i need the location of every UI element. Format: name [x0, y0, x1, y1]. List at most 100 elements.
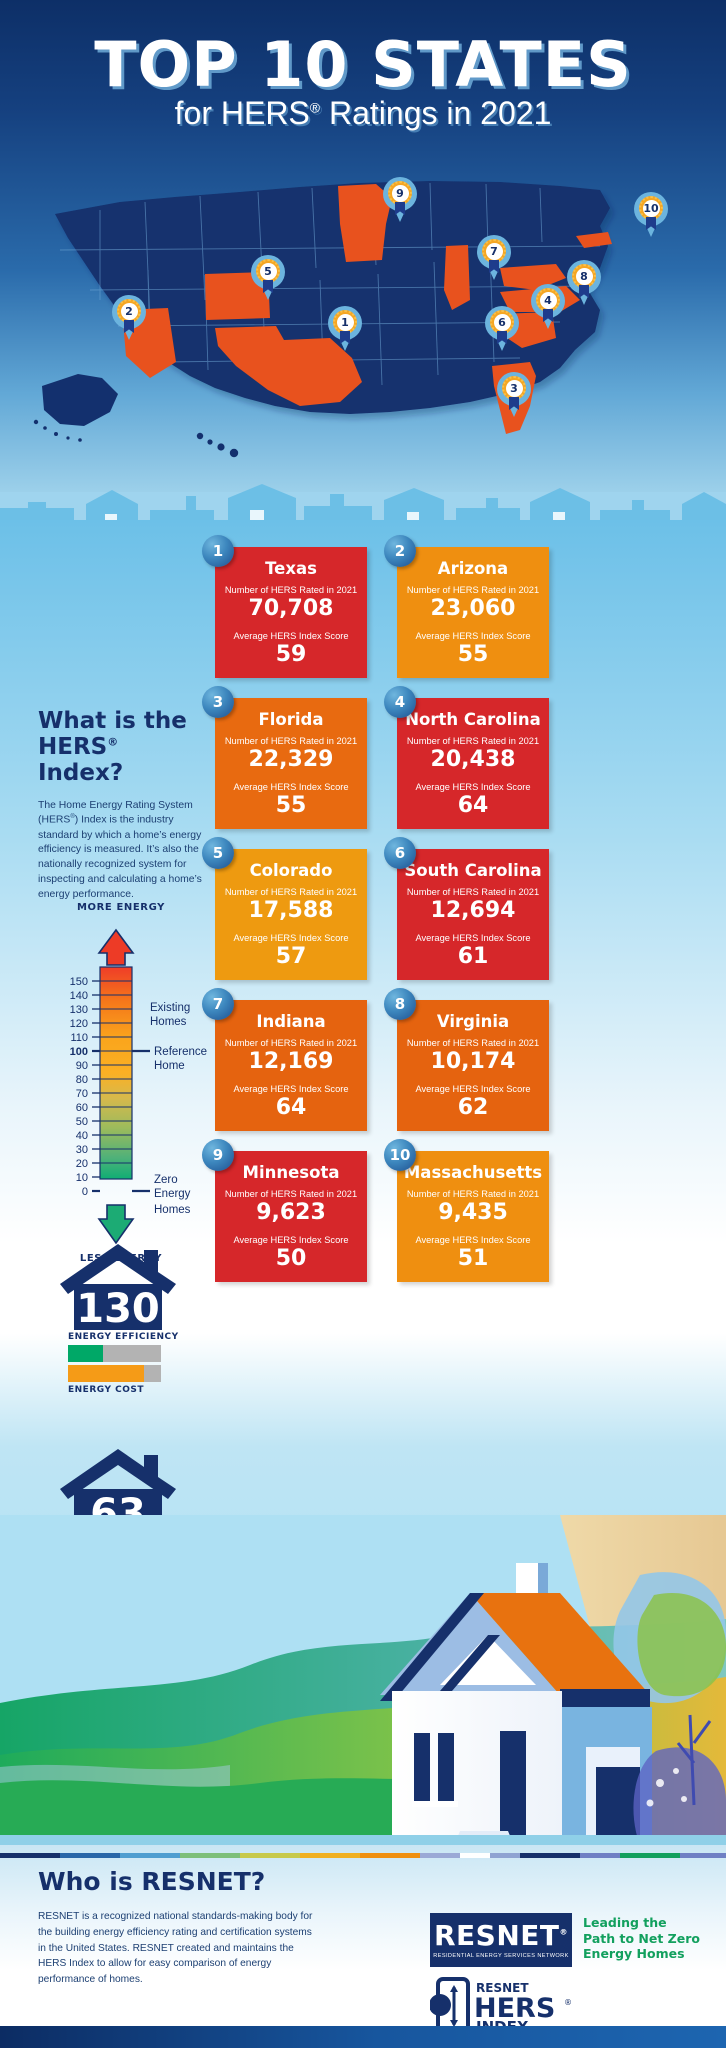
ribbon-icon — [263, 280, 273, 293]
state-texas — [215, 326, 362, 406]
hers-logo-resnet-text: RESNET — [476, 1981, 529, 1995]
footer: Who is RESNET? RESNET is a recognized na… — [0, 1845, 726, 2048]
efficiency-bar-fill — [68, 1345, 104, 1362]
card-state-name: Virginia — [436, 1012, 510, 1031]
annotation-reference-line1: Reference — [154, 1046, 207, 1058]
footer-color-stripe — [0, 1845, 726, 1858]
card-state-name: Indiana — [256, 1012, 326, 1031]
state-card-6[interactable]: 6 South Carolina Number of HERS Rated in… — [384, 837, 549, 980]
tick-label: 20 — [76, 1158, 88, 1170]
state-card-10[interactable]: 10 Massachusetts Number of HERS Rated in… — [384, 1139, 549, 1282]
card-rated-value: 20,438 — [430, 747, 516, 773]
pin-rank-label: 7 — [485, 242, 503, 260]
ribbon-icon — [497, 331, 507, 344]
medal-icon: 10 — [639, 196, 663, 220]
tick-label: 130 — [70, 1004, 88, 1016]
state-minnesota — [338, 184, 392, 262]
card-kicker-rated: Number of HERS Rated in 2021 — [406, 1038, 540, 1049]
state-card-8[interactable]: 8 Virginia Number of HERS Rated in 2021 … — [384, 988, 549, 1131]
card-rated-value: 9,623 — [256, 1200, 326, 1226]
footer-paragraph: RESNET is a recognized national standard… — [38, 1911, 313, 1986]
cost-bar-130 — [68, 1365, 161, 1382]
pin-rank-label: 6 — [493, 313, 511, 331]
card-kicker-score: Average HERS Index Score — [233, 1234, 349, 1245]
house-score-130: 130 — [76, 1286, 160, 1332]
page-subtitle: for HERS® Ratings in 2021 — [0, 95, 726, 132]
card-kicker-score: Average HERS Index Score — [233, 781, 349, 792]
house-icon-130: 130 — [60, 1244, 176, 1332]
tagline-line1: Leading the — [583, 1915, 667, 1930]
card-kicker-rated: Number of HERS Rated in 2021 — [224, 887, 358, 898]
card-body: South Carolina Number of HERS Rated in 2… — [397, 849, 549, 980]
map-pin-10[interactable]: 10 — [634, 192, 668, 238]
card-kicker-score: Average HERS Index Score — [415, 630, 531, 641]
tagline-line2: Path to Net Zero — [583, 1930, 700, 1946]
page-title: TOP 10 STATES — [94, 28, 632, 101]
card-body: Colorado Number of HERS Rated in 2021 17… — [215, 849, 367, 980]
state-cards-grid: 1 Texas Number of HERS Rated in 2021 70,… — [202, 535, 712, 1290]
scale-top-label: MORE ENERGY — [76, 902, 166, 913]
tick-label: 110 — [70, 1032, 88, 1044]
ribbon-icon — [646, 217, 656, 230]
card-body: Massachusetts Number of HERS Rated in 20… — [397, 1151, 549, 1282]
state-card-3[interactable]: 3 Florida Number of HERS Rated in 2021 2… — [202, 686, 367, 829]
usa-map: 1 2 3 4 5 6 — [0, 150, 726, 480]
card-kicker-rated: Number of HERS Rated in 2021 — [406, 736, 540, 747]
state-card-5[interactable]: 5 Colorado Number of HERS Rated in 2021 … — [202, 837, 367, 980]
registered-mark-icon: ® — [559, 1927, 568, 1937]
map-pin-7[interactable]: 7 — [477, 235, 511, 281]
map-pin-8[interactable]: 8 — [567, 260, 601, 306]
medal-icon: 4 — [536, 288, 560, 312]
hers-index-logo-svg: RESNET HERS ® INDEX — [429, 1977, 572, 2036]
resnet-logo-subtitle: RESIDENTIAL ENERGY SERVICES NETWORK — [433, 1952, 569, 1959]
card-kicker-score: Average HERS Index Score — [233, 1083, 349, 1094]
cost-bar-fill — [68, 1365, 145, 1382]
state-card-2[interactable]: 2 Arizona Number of HERS Rated in 2021 2… — [384, 535, 549, 678]
map-pin-3[interactable]: 3 — [497, 372, 531, 418]
card-state-name: Massachusetts — [403, 1163, 543, 1182]
landscape-svg — [0, 1515, 726, 1845]
state-virginia — [500, 264, 566, 290]
tick-label: 80 — [76, 1074, 88, 1086]
state-colorado — [205, 272, 270, 320]
medal-icon: 8 — [572, 264, 596, 288]
hers-heading-line2-pre: HERS — [38, 734, 108, 761]
card-state-name: North Carolina — [405, 710, 541, 729]
rank-badge: 5 — [202, 837, 234, 869]
map-pin-4[interactable]: 4 — [531, 284, 565, 330]
map-pin-6[interactable]: 6 — [485, 306, 519, 352]
card-state-name: Florida — [258, 710, 324, 729]
pin-rank-label: 8 — [575, 267, 593, 285]
card-score-value: 64 — [457, 792, 489, 818]
state-card-7[interactable]: 7 Indiana Number of HERS Rated in 2021 1… — [202, 988, 367, 1131]
rank-badge: 6 — [384, 837, 416, 869]
main-content: What is the HERS® Index? The Home Energy… — [0, 520, 726, 1650]
card-rated-value: 12,694 — [430, 898, 516, 924]
card-row: 1 Texas Number of HERS Rated in 2021 70,… — [202, 535, 712, 678]
map-pin-5[interactable]: 5 — [251, 255, 285, 301]
map-pin-9[interactable]: 9 — [383, 177, 417, 223]
map-pin-2[interactable]: 2 — [112, 295, 146, 341]
hers-logo-hers-text: HERS — [474, 1993, 555, 2024]
scale-footer-svg: Homes — [97, 1204, 191, 1245]
rank-badge: 2 — [384, 535, 416, 567]
hers-logo-up-arrow-icon — [450, 1985, 458, 1992]
card-kicker-score: Average HERS Index Score — [415, 1234, 531, 1245]
card-score-value: 55 — [275, 792, 307, 818]
tick-label: 30 — [76, 1144, 88, 1156]
house-badge-130: 130 ENERGY EFFICIENCY ENERGY COST — [38, 1240, 198, 1395]
hers-index-logo: RESNET HERS ® INDEX — [429, 1977, 590, 2036]
card-score-value: 55 — [457, 641, 489, 667]
state-card-1[interactable]: 1 Texas Number of HERS Rated in 2021 70,… — [202, 535, 367, 678]
scale-segments — [100, 980, 132, 1164]
annotation-zero-line2: Energy — [154, 1188, 191, 1200]
map-pin-1[interactable]: 1 — [328, 306, 362, 352]
card-body: Virginia Number of HERS Rated in 2021 10… — [397, 1000, 549, 1131]
card-body: Minnesota Number of HERS Rated in 2021 9… — [215, 1151, 367, 1282]
card-rated-value: 17,588 — [248, 898, 334, 924]
state-massachusetts — [576, 232, 612, 248]
scale-tick-marks — [92, 980, 100, 1193]
state-card-9[interactable]: 9 Minnesota Number of HERS Rated in 2021… — [202, 1139, 367, 1282]
efficiency-label-130: ENERGY EFFICIENCY — [68, 1332, 179, 1342]
state-card-4[interactable]: 4 North Carolina Number of HERS Rated in… — [384, 686, 549, 829]
